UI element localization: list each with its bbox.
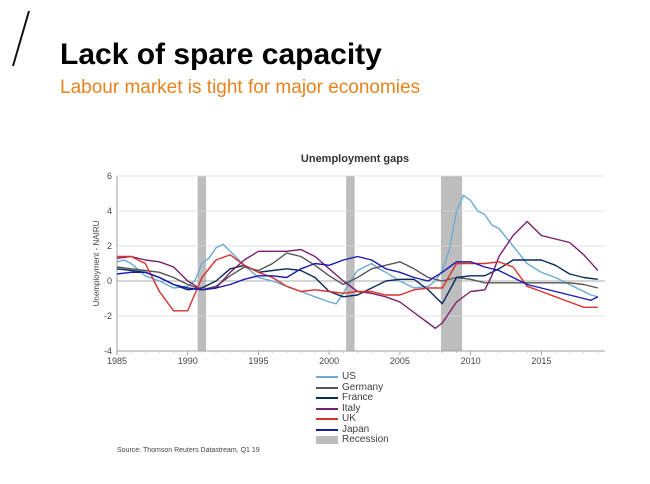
x-tick-label: 2015 xyxy=(531,356,551,366)
legend-label: US xyxy=(342,371,356,382)
series-line-italy xyxy=(116,220,599,329)
source-note: Source: Thomson Reuters Datastream, Q1 1… xyxy=(117,447,260,454)
recession-band-2 xyxy=(346,176,355,351)
y-tick-label: 2 xyxy=(107,241,112,251)
legend-item-germany: Germany xyxy=(316,381,389,394)
chart-legend: US Germany France Italy UK Japan Recession xyxy=(316,371,389,446)
legend-label: Recession xyxy=(342,434,389,445)
x-tick-label: 2000 xyxy=(319,356,339,366)
legend-swatch xyxy=(316,397,338,400)
legend-item-france: France xyxy=(316,392,389,404)
x-tick-label: 2005 xyxy=(390,356,410,366)
legend-label: Germany xyxy=(342,381,384,393)
x-tick-label: 2010 xyxy=(461,356,481,366)
x-tick-label: 1985 xyxy=(107,356,127,366)
series-line-japan xyxy=(116,255,599,301)
recession-band-3 xyxy=(440,176,463,351)
y-tick-label: 6 xyxy=(107,171,112,181)
series-line-us xyxy=(116,194,599,305)
legend-item-recession: Recession xyxy=(316,434,389,446)
legend-swatch xyxy=(316,428,338,431)
page-title: Lack of spare capacity xyxy=(60,38,382,71)
legend-item-italy: Italy xyxy=(316,402,389,415)
legend-swatch xyxy=(316,407,338,410)
legend-label: Italy xyxy=(342,402,361,414)
legend-item-uk: UK xyxy=(316,413,389,425)
y-tick-label: 0 xyxy=(107,276,112,286)
page-subtitle: Labour market is tight for major economi… xyxy=(60,77,421,98)
y-tick-label: 4 xyxy=(107,206,112,216)
chart-title: Unemployment gaps xyxy=(301,153,409,165)
legend-label: Japan xyxy=(342,423,370,435)
x-tick-label: 1990 xyxy=(178,356,198,366)
y-tick-label: -4 xyxy=(104,346,112,356)
legend-swatch xyxy=(316,436,338,445)
legend-item-japan: Japan xyxy=(316,423,389,436)
legend-swatch xyxy=(316,418,338,421)
legend-label: France xyxy=(342,392,374,403)
y-axis-label: Unemployment - NAIRU xyxy=(92,220,101,306)
legend-swatch xyxy=(316,386,338,389)
x-tick-label: 1995 xyxy=(248,356,268,366)
y-tick-label: -2 xyxy=(104,311,112,321)
legend-label: UK xyxy=(342,413,356,424)
slash-logo-mark xyxy=(12,10,30,67)
legend-item-us: US xyxy=(316,371,389,383)
legend-swatch xyxy=(316,376,338,379)
